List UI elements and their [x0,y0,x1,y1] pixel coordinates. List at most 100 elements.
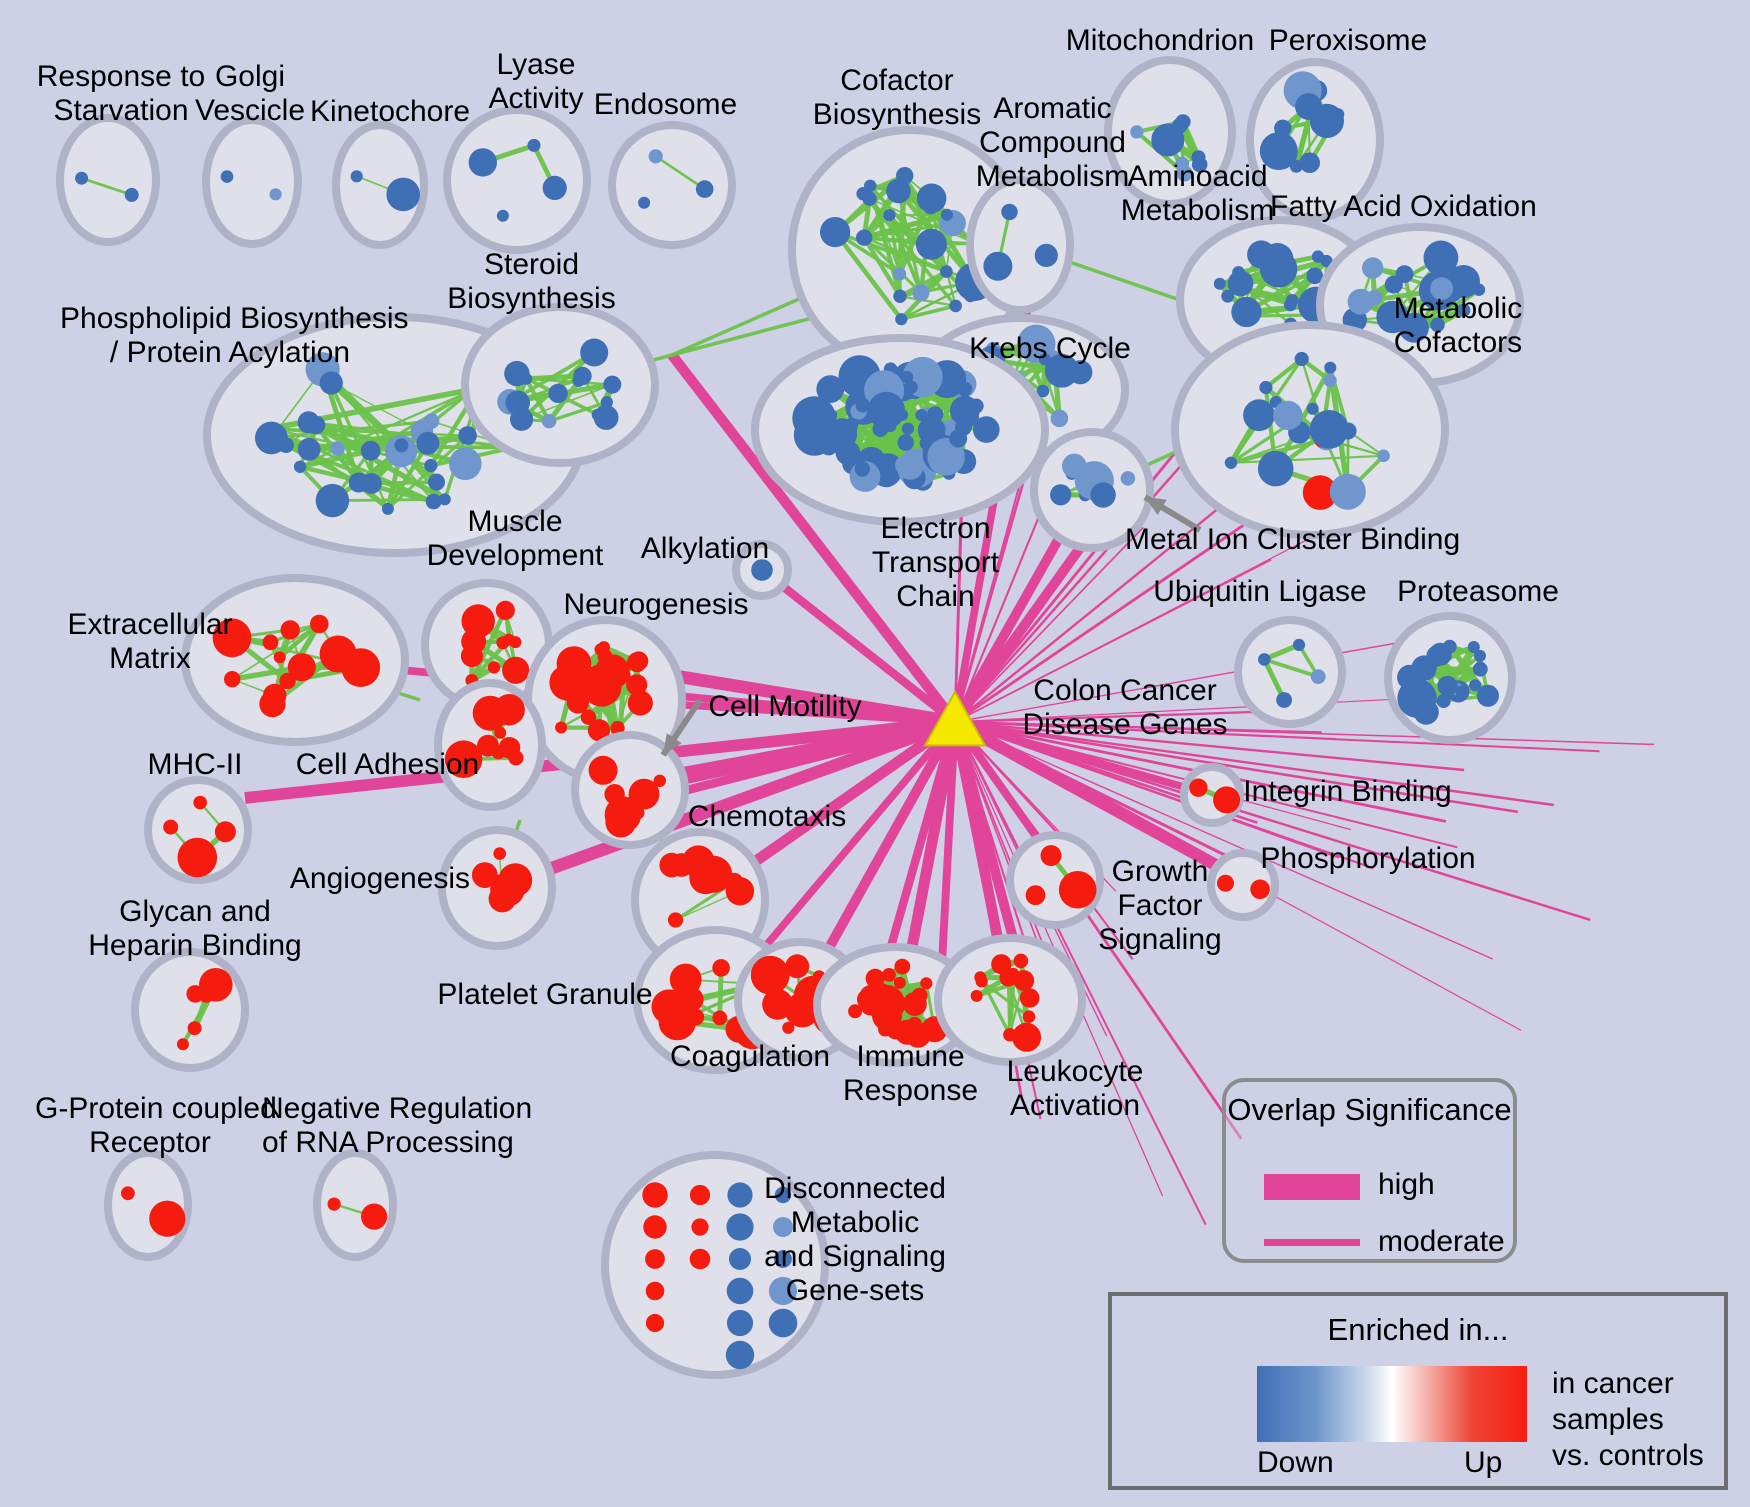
gene-set-node[interactable] [626,674,648,696]
gene-set-node[interactable] [508,750,524,766]
gene-set-node[interactable] [1001,203,1018,221]
gene-set-node[interactable] [991,954,1012,975]
gene-set-node[interactable] [262,634,279,651]
gene-set-node[interactable] [632,806,645,820]
gene-set-node[interactable] [1257,450,1294,487]
gene-set-node[interactable] [458,426,477,445]
gene-set-node[interactable] [645,1249,665,1269]
gene-set-node[interactable] [461,604,495,638]
gene-set-node[interactable] [751,559,773,581]
gene-set-node[interactable] [816,375,845,403]
gene-set-node[interactable] [897,453,924,480]
gene-set-node[interactable] [1176,165,1193,182]
gene-set-node[interactable] [768,1308,798,1338]
gene-set-node[interactable] [293,460,307,473]
gene-set-node[interactable] [968,398,984,414]
gene-set-node[interactable] [471,862,498,888]
gene-set-node[interactable] [964,289,977,303]
gene-set-node[interactable] [360,440,381,461]
gene-set-node[interactable] [642,1182,668,1208]
gene-set-node[interactable] [886,178,911,204]
gene-set-node[interactable] [287,653,316,682]
gene-set-node[interactable] [750,955,790,995]
gene-set-node[interactable] [1247,240,1276,269]
gene-set-node[interactable] [854,461,870,477]
gene-set-node[interactable] [549,664,586,701]
gene-set-node[interactable] [1324,361,1337,374]
gene-set-node[interactable] [1025,885,1046,906]
gene-set-node[interactable] [504,360,530,387]
gene-set-node[interactable] [949,299,962,313]
gene-set-node[interactable] [1302,475,1338,510]
gene-set-node[interactable] [894,958,911,975]
gene-set-node[interactable] [819,437,838,456]
gene-set-node[interactable] [875,983,890,998]
gene-set-node[interactable] [1213,786,1241,814]
gene-set-node[interactable] [1423,240,1459,276]
gene-set-node[interactable] [1175,114,1191,130]
gene-set-node[interactable] [712,959,730,977]
gene-set-node[interactable] [712,1010,728,1026]
gene-set-node[interactable] [1050,484,1072,506]
gene-set-node[interactable] [726,1213,754,1241]
gene-set-node[interactable] [638,196,651,209]
gene-set-node[interactable] [1411,655,1437,681]
gene-set-node[interactable] [1310,669,1326,684]
gene-set-node[interactable] [496,209,509,222]
gene-set-node[interactable] [848,1004,863,1019]
gene-set-node[interactable] [176,1038,189,1051]
gene-set-node[interactable] [768,1276,798,1306]
gene-set-node[interactable] [1006,967,1020,981]
gene-set-node[interactable] [315,483,350,518]
gene-set-node[interactable] [1457,303,1471,317]
gene-set-node[interactable] [901,422,915,435]
gene-set-node[interactable] [667,912,684,928]
gene-set-node[interactable] [689,1184,711,1206]
gene-set-node[interactable] [1022,1010,1036,1023]
gene-set-node[interactable] [193,795,207,810]
gene-set-node[interactable] [726,1277,754,1305]
gene-set-node[interactable] [493,847,507,860]
gene-set-node[interactable] [1347,288,1374,315]
gene-set-node[interactable] [494,726,507,739]
gene-set-node[interactable] [124,187,139,202]
gene-set-node[interactable] [593,405,619,430]
gene-set-node[interactable] [350,170,363,183]
gene-set-node[interactable] [1428,642,1452,666]
gene-set-node[interactable] [1430,317,1445,333]
gene-set-node[interactable] [297,411,320,434]
gene-set-node[interactable] [1430,277,1453,300]
gene-set-node[interactable] [882,968,896,982]
gene-set-node[interactable] [1436,694,1451,709]
gene-set-node[interactable] [669,853,694,877]
gene-set-node[interactable] [856,229,873,246]
gene-set-node[interactable] [597,641,611,654]
gene-set-node[interactable] [610,720,625,736]
gene-set-node[interactable] [648,149,663,164]
gene-set-node[interactable] [1476,684,1499,707]
gene-set-node[interactable] [1472,661,1488,677]
gene-set-node[interactable] [163,819,179,835]
gene-set-node[interactable] [923,199,938,215]
gene-set-node[interactable] [894,1019,920,1045]
gene-set-node[interactable] [1306,267,1323,285]
gene-set-node[interactable] [319,635,357,673]
gene-set-node[interactable] [862,191,877,206]
gene-set-node[interactable] [1221,289,1235,303]
gene-set-node[interactable] [902,992,927,1016]
gene-set-node[interactable] [604,796,642,833]
gene-set-node[interactable] [1437,675,1458,697]
gene-set-node[interactable] [1329,473,1366,510]
gene-set-node[interactable] [149,1200,186,1237]
gene-set-node[interactable] [502,633,515,646]
gene-set-node[interactable] [1292,638,1306,652]
gene-set-node[interactable] [500,886,518,904]
gene-set-node[interactable] [893,289,907,303]
gene-set-node[interactable] [1306,402,1319,415]
gene-set-node[interactable] [973,416,1000,443]
gene-set-node[interactable] [361,473,382,494]
gene-set-node[interactable] [1258,653,1271,666]
gene-set-node[interactable] [729,1248,751,1270]
gene-set-node[interactable] [1332,108,1345,121]
gene-set-node[interactable] [595,654,630,690]
